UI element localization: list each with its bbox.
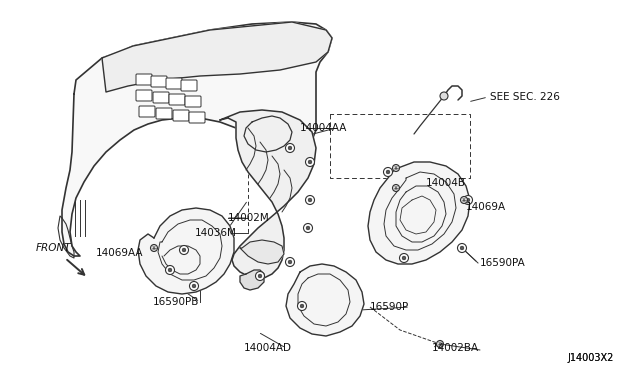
FancyBboxPatch shape [181, 80, 197, 91]
Text: FRONT: FRONT [36, 243, 72, 253]
FancyBboxPatch shape [166, 78, 182, 89]
Circle shape [303, 224, 312, 232]
Circle shape [288, 146, 292, 150]
Text: J14003X2: J14003X2 [567, 353, 613, 363]
Circle shape [383, 167, 392, 176]
Polygon shape [368, 162, 470, 264]
FancyBboxPatch shape [139, 106, 155, 117]
Circle shape [399, 253, 408, 263]
Circle shape [402, 256, 406, 260]
FancyBboxPatch shape [169, 94, 185, 105]
Circle shape [392, 164, 399, 171]
Circle shape [192, 284, 196, 288]
FancyBboxPatch shape [136, 90, 152, 101]
Polygon shape [220, 110, 316, 278]
Circle shape [298, 301, 307, 311]
Circle shape [285, 144, 294, 153]
FancyBboxPatch shape [185, 96, 201, 107]
Text: 14004AA: 14004AA [300, 123, 348, 133]
Polygon shape [102, 22, 332, 92]
Circle shape [440, 92, 448, 100]
Circle shape [150, 244, 157, 251]
Circle shape [460, 246, 464, 250]
Circle shape [308, 198, 312, 202]
Circle shape [386, 170, 390, 174]
Circle shape [258, 274, 262, 278]
Circle shape [168, 268, 172, 272]
Circle shape [305, 157, 314, 167]
Circle shape [166, 266, 175, 275]
FancyBboxPatch shape [173, 110, 189, 121]
Text: J14003X2: J14003X2 [567, 353, 613, 363]
FancyBboxPatch shape [153, 92, 169, 103]
Text: 16590PA: 16590PA [480, 258, 525, 268]
Circle shape [466, 198, 470, 202]
Circle shape [255, 272, 264, 280]
FancyBboxPatch shape [189, 112, 205, 123]
Text: 14004AD: 14004AD [244, 343, 292, 353]
Text: 14069AA: 14069AA [96, 248, 143, 258]
Circle shape [306, 226, 310, 230]
Text: 16590PB: 16590PB [153, 297, 200, 307]
Circle shape [189, 282, 198, 291]
FancyBboxPatch shape [156, 108, 172, 119]
Circle shape [182, 248, 186, 252]
Text: 14002BA: 14002BA [432, 343, 479, 353]
Circle shape [305, 196, 314, 205]
Text: 14069A: 14069A [466, 202, 506, 212]
Text: 14004B: 14004B [426, 178, 466, 188]
Polygon shape [62, 22, 332, 256]
Polygon shape [138, 208, 234, 294]
Circle shape [392, 185, 399, 192]
FancyBboxPatch shape [136, 74, 152, 85]
Text: 14036M: 14036M [195, 228, 237, 238]
Text: SEE SEC. 226: SEE SEC. 226 [490, 92, 560, 102]
Circle shape [300, 304, 304, 308]
Circle shape [288, 260, 292, 264]
Circle shape [285, 257, 294, 266]
Polygon shape [286, 264, 364, 336]
Circle shape [436, 340, 444, 347]
Circle shape [463, 196, 472, 205]
Text: 16590P: 16590P [370, 302, 409, 312]
Circle shape [179, 246, 189, 254]
Circle shape [308, 160, 312, 164]
Polygon shape [244, 116, 292, 152]
Polygon shape [240, 270, 264, 290]
Text: 14002M: 14002M [228, 213, 269, 223]
Circle shape [458, 244, 467, 253]
FancyBboxPatch shape [151, 76, 167, 87]
Circle shape [461, 196, 467, 203]
Polygon shape [240, 240, 284, 264]
